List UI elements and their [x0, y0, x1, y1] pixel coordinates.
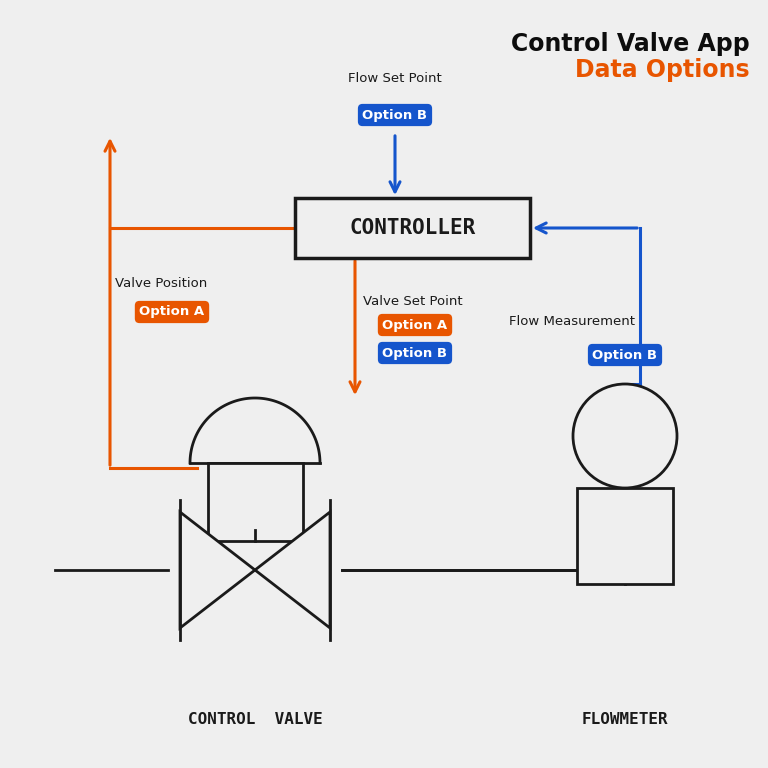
- Polygon shape: [255, 512, 330, 628]
- Text: Option B: Option B: [382, 346, 448, 359]
- Bar: [207, 463, 303, 541]
- Text: Option A: Option A: [382, 319, 448, 332]
- Text: CONTROL  VALVE: CONTROL VALVE: [187, 713, 323, 727]
- Text: Data Options: Data Options: [575, 58, 750, 82]
- Bar: [577, 488, 673, 584]
- Text: Option B: Option B: [362, 108, 428, 121]
- Bar: [295, 198, 530, 258]
- Text: Flow Measurement: Flow Measurement: [509, 315, 635, 328]
- Circle shape: [573, 384, 677, 488]
- Text: Flow Set Point: Flow Set Point: [348, 72, 442, 85]
- Text: Valve Position: Valve Position: [115, 277, 207, 290]
- Text: Option A: Option A: [140, 306, 204, 319]
- Polygon shape: [180, 512, 255, 628]
- Text: Option B: Option B: [592, 349, 657, 362]
- Text: Control Valve App: Control Valve App: [511, 32, 750, 56]
- Text: FLOWMETER: FLOWMETER: [581, 713, 668, 727]
- Text: CONTROLLER: CONTROLLER: [349, 218, 475, 238]
- Text: Valve Set Point: Valve Set Point: [363, 295, 462, 308]
